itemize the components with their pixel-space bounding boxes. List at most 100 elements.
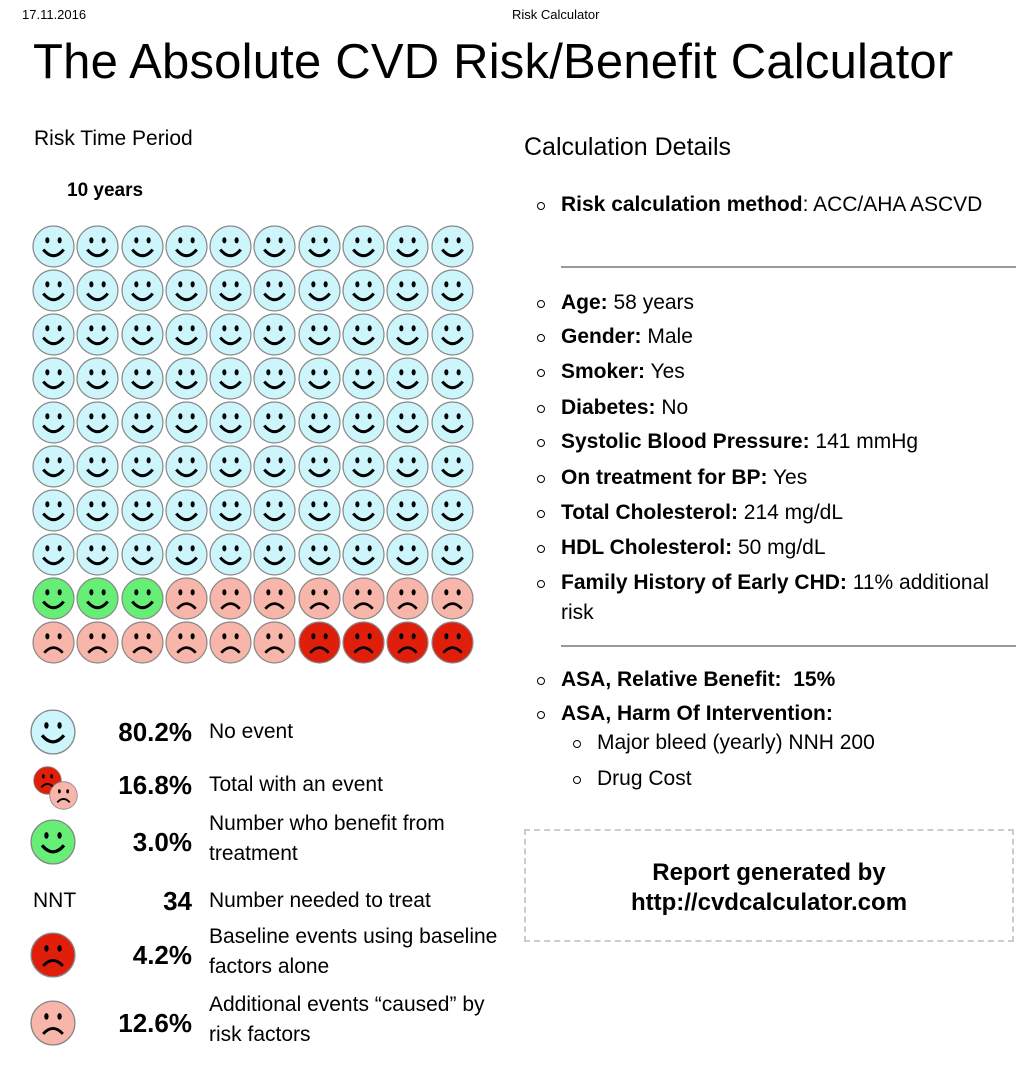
happy-blue-face-icon — [121, 401, 164, 444]
detail-value: 15% — [781, 668, 836, 691]
detail-value: 50 mg/dL — [732, 536, 826, 559]
detail-item: Diabetes: No — [537, 393, 991, 423]
detail-item: Smoker: Yes — [537, 357, 991, 387]
happy-blue-face-icon — [298, 357, 341, 400]
sad-pink-face-icon — [209, 577, 252, 620]
happy-blue-face-icon — [386, 401, 429, 444]
happy-blue-face-icon — [342, 401, 385, 444]
detail-key: On treatment for BP: — [561, 466, 768, 489]
sad-pink-face-icon — [209, 621, 252, 664]
happy-blue-face-icon — [165, 357, 208, 400]
smiley-grid — [32, 225, 475, 665]
happy-blue-face-icon — [32, 445, 75, 488]
sad-pink-face-icon — [298, 577, 341, 620]
detail-item: On treatment for BP: Yes — [537, 463, 991, 493]
detail-value: : ACC/AHA ASCVD — [802, 193, 983, 216]
happy-green-face-icon — [30, 819, 76, 865]
happy-blue-face-icon — [209, 489, 252, 532]
detail-key: Systolic Blood Pressure: — [561, 430, 810, 453]
sad-red-face-icon — [342, 621, 385, 664]
sad-red-face-icon — [431, 621, 474, 664]
happy-blue-face-icon — [121, 225, 164, 268]
sub-item-drug-cost: Drug Cost — [573, 764, 997, 794]
detail-key: HDL Cholesterol: — [561, 536, 733, 559]
happy-blue-face-icon — [431, 489, 474, 532]
legend-value: 3.0% — [132, 827, 192, 857]
detail-key: Family History of Early CHD: — [561, 571, 847, 594]
happy-blue-face-icon — [298, 225, 341, 268]
detail-value: Yes — [645, 360, 685, 383]
happy-green-face-icon — [76, 577, 119, 620]
legend-item: 3.0% Number who benefit from treatment — [30, 812, 490, 867]
happy-blue-face-icon — [431, 357, 474, 400]
happy-green-face-icon — [121, 577, 164, 620]
sad-pink-face-icon — [342, 577, 385, 620]
divider — [561, 266, 1016, 268]
happy-blue-face-icon — [431, 445, 474, 488]
happy-blue-face-icon — [253, 489, 297, 532]
sub-item-bleed: Major bleed (yearly) NNH 200 — [573, 728, 997, 758]
happy-blue-face-icon — [121, 313, 164, 356]
happy-blue-face-icon — [342, 313, 385, 356]
legend-value: 12.6% — [118, 1008, 192, 1038]
detail-key: Total Cholesterol: — [561, 501, 738, 524]
sad-pink-face-icon — [253, 577, 297, 620]
happy-blue-face-icon — [165, 269, 208, 312]
happy-blue-face-icon — [342, 357, 385, 400]
happy-blue-face-icon — [76, 401, 119, 444]
happy-blue-face-icon — [253, 445, 297, 488]
detail-item: Total Cholesterol: 214 mg/dL — [537, 498, 991, 528]
legend-text: Number who benefit from treatment — [209, 812, 445, 865]
happy-blue-face-icon — [431, 269, 474, 312]
detail-method: Risk calculation method: ACC/AHA ASCVD — [537, 190, 991, 220]
happy-blue-face-icon — [121, 445, 164, 488]
detail-value: 141 mmHg — [809, 430, 919, 453]
detail-key: Age: — [561, 291, 608, 314]
happy-blue-face-icon — [253, 533, 297, 576]
happy-blue-face-icon — [209, 401, 252, 444]
happy-blue-face-icon — [298, 533, 341, 576]
happy-blue-face-icon — [165, 401, 208, 444]
happy-blue-face-icon — [431, 225, 474, 268]
nnt-label: NNT — [33, 889, 77, 912]
happy-blue-face-icon — [32, 533, 75, 576]
happy-blue-face-icon — [253, 401, 297, 444]
happy-blue-face-icon — [209, 533, 252, 576]
happy-blue-face-icon — [253, 269, 297, 312]
legend-value: 34 — [163, 886, 192, 916]
happy-blue-face-icon — [76, 269, 119, 312]
sad-red-face-icon — [386, 621, 429, 664]
detail-value: Male — [641, 325, 693, 348]
detail-value: Yes — [767, 466, 808, 489]
happy-blue-face-icon — [342, 445, 385, 488]
legend-item: NNT 34 Number needed to treat — [30, 876, 490, 926]
happy-blue-face-icon — [165, 225, 208, 268]
happy-blue-face-icon — [121, 489, 164, 532]
legend-text: No event — [209, 720, 294, 743]
happy-blue-face-icon — [32, 401, 75, 444]
detail-key: Gender: — [561, 325, 642, 348]
happy-blue-face-icon — [298, 269, 341, 312]
detail-key: Diabetes: — [561, 396, 656, 419]
sad-pink-face-icon — [253, 621, 297, 664]
legend-item: 80.2% No event — [30, 707, 490, 757]
happy-blue-face-icon — [76, 225, 119, 268]
detail-item: Age: 58 years — [537, 288, 991, 318]
print-date: 17.11.2016 — [22, 7, 87, 22]
legend-value: 16.8% — [118, 770, 192, 800]
report-url: http://cvdcalculator.com — [630, 889, 908, 916]
happy-blue-face-icon — [32, 489, 75, 532]
sad-pink-face-icon — [32, 621, 75, 664]
happy-blue-face-icon — [386, 225, 429, 268]
happy-blue-face-icon — [386, 445, 429, 488]
detail-value: 214 mg/dL — [737, 501, 844, 524]
detail-value: 11% additional risk — [561, 571, 989, 624]
happy-blue-face-icon — [209, 225, 252, 268]
legend-item: 16.8% Total with an event — [30, 760, 490, 810]
happy-blue-face-icon — [342, 489, 385, 532]
happy-blue-face-icon — [165, 489, 208, 532]
happy-blue-face-icon — [342, 533, 385, 576]
happy-blue-face-icon — [431, 533, 474, 576]
divider — [561, 645, 1016, 647]
happy-blue-face-icon — [431, 401, 474, 444]
